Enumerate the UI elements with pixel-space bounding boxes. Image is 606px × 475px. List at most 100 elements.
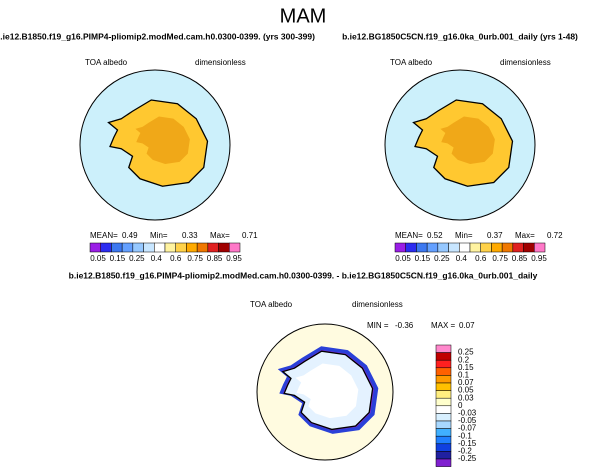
panel-title: b.ie12.B1850.f19_g16.PIMP4-pliomip2.modM… xyxy=(0,31,315,41)
colorbar-swatch xyxy=(89,242,101,253)
colorbar-label: 0.95 xyxy=(531,254,547,263)
colorbar-label: 0.85 xyxy=(512,254,528,263)
land-group xyxy=(414,100,513,186)
colorbar-swatch xyxy=(435,451,452,460)
colorbar-label: 0.4 xyxy=(151,254,163,263)
colorbar-label: 0.05 xyxy=(90,254,106,263)
colorbar-swatch xyxy=(121,242,134,253)
colorbar-swatch xyxy=(435,390,452,399)
colorbar-swatch xyxy=(405,242,417,253)
colorbar-label: 0.07 xyxy=(458,378,474,387)
stat-value: 0.37 xyxy=(487,231,503,240)
units: dimensionless xyxy=(195,58,246,67)
colorbar-swatch xyxy=(426,242,439,253)
colorbar-label: -0.2 xyxy=(458,447,472,456)
colorbar-swatch xyxy=(175,242,187,253)
stat-label: MAX = xyxy=(431,321,456,330)
colorbar-swatch xyxy=(164,242,176,253)
colorbar-label: 0.05 xyxy=(458,386,474,395)
colorbar-swatch xyxy=(435,443,452,452)
colorbar-swatch xyxy=(186,242,198,253)
colorbar-swatch xyxy=(435,359,452,369)
land-inner xyxy=(440,116,495,164)
colorbar-label: 0.4 xyxy=(456,254,468,263)
land-group xyxy=(109,100,208,186)
map-border xyxy=(384,69,536,221)
land-group xyxy=(278,346,379,434)
colorbar-label: 0.85 xyxy=(207,254,223,263)
colorbar-swatch xyxy=(154,242,166,253)
stat-value: 0.52 xyxy=(427,231,443,240)
colorbar-label: 0.1 xyxy=(458,371,470,380)
map xyxy=(257,324,393,460)
colorbar-swatch xyxy=(196,242,209,253)
variable: TOA albedo xyxy=(390,58,433,67)
stat-value: 0.72 xyxy=(547,231,563,240)
colorbar-label: -0.05 xyxy=(458,416,477,425)
colorbar-label: 0.2 xyxy=(458,355,470,364)
colorbar-label: -0.15 xyxy=(458,439,477,448)
map-border xyxy=(256,323,394,461)
colorbar-label: 0.25 xyxy=(129,254,145,263)
colorbar-swatch xyxy=(435,458,452,467)
colorbar-label: -0.1 xyxy=(458,431,472,440)
colorbar-swatch xyxy=(435,405,452,414)
colorbar-swatch xyxy=(512,242,524,253)
colorbar-swatch xyxy=(435,344,452,353)
stat-value: 0.49 xyxy=(122,231,138,240)
colorbar-swatch xyxy=(218,242,230,253)
colorbar-swatch xyxy=(448,242,460,253)
map-border xyxy=(79,69,231,221)
colorbar-swatch xyxy=(435,382,452,391)
stat-label: MIN = xyxy=(367,321,389,330)
colorbar-label: -0.07 xyxy=(458,424,477,433)
colorbar-swatch xyxy=(523,242,535,253)
variable: TOA albedo xyxy=(250,300,293,309)
colorbar-label: 0.15 xyxy=(415,254,431,263)
figure-title: MAM xyxy=(280,5,327,27)
colorbar-label: 0 xyxy=(458,401,463,410)
colorbar-swatch xyxy=(132,242,144,253)
land-inner xyxy=(135,116,190,164)
map xyxy=(80,70,230,220)
difference-title: b.ie12.B1850.f19_g16.PIMP4-pliomip2.modM… xyxy=(69,270,538,280)
colorbar-swatch xyxy=(459,242,471,253)
variable: TOA albedo xyxy=(85,58,128,67)
colorbar-label: 0.75 xyxy=(492,254,508,263)
colorbar-label: 0.05 xyxy=(395,254,411,263)
stat-label: MEAN= xyxy=(90,231,118,240)
colorbar-label: 0.25 xyxy=(434,254,450,263)
colorbar-swatch xyxy=(435,352,452,361)
colorbar-swatch xyxy=(437,242,449,253)
colorbar-label: 0.03 xyxy=(458,393,474,402)
colorbar-swatch xyxy=(229,242,241,253)
stat-value: 0.07 xyxy=(459,321,475,330)
colorbar-label: 0.75 xyxy=(187,254,203,263)
colorbar-swatch xyxy=(435,435,452,445)
colorbar-swatch xyxy=(435,367,452,376)
stat-label: Min= xyxy=(150,231,168,240)
colorbar-label: 0.6 xyxy=(475,254,487,263)
colorbar-swatch xyxy=(469,242,481,253)
colorbar-label: 0.15 xyxy=(458,363,474,372)
colorbar-swatch xyxy=(435,397,452,407)
stat-label: Min= xyxy=(455,231,473,240)
map xyxy=(385,70,535,220)
panel-title: b.ie12.BG1850C5CN.f19_g16.0ka_0urb.001_d… xyxy=(342,31,578,41)
colorbar-label: -0.25 xyxy=(458,454,477,463)
colorbar-swatch xyxy=(534,242,546,253)
land-inner xyxy=(295,363,359,419)
colorbar-swatch xyxy=(435,428,452,437)
colorbar-swatch xyxy=(435,375,452,384)
colorbar-swatch xyxy=(435,420,452,429)
colorbar-swatch xyxy=(491,242,503,253)
units: dimensionless xyxy=(500,58,551,67)
colorbar-label: 0.25 xyxy=(458,348,474,357)
colorbar-label: -0.03 xyxy=(458,409,477,418)
colorbar-label: 0.15 xyxy=(110,254,126,263)
stat-label: Max= xyxy=(210,231,230,240)
colorbar-swatch xyxy=(207,242,219,253)
stat-value: 0.71 xyxy=(242,231,258,240)
stat-value: 0.33 xyxy=(182,231,198,240)
